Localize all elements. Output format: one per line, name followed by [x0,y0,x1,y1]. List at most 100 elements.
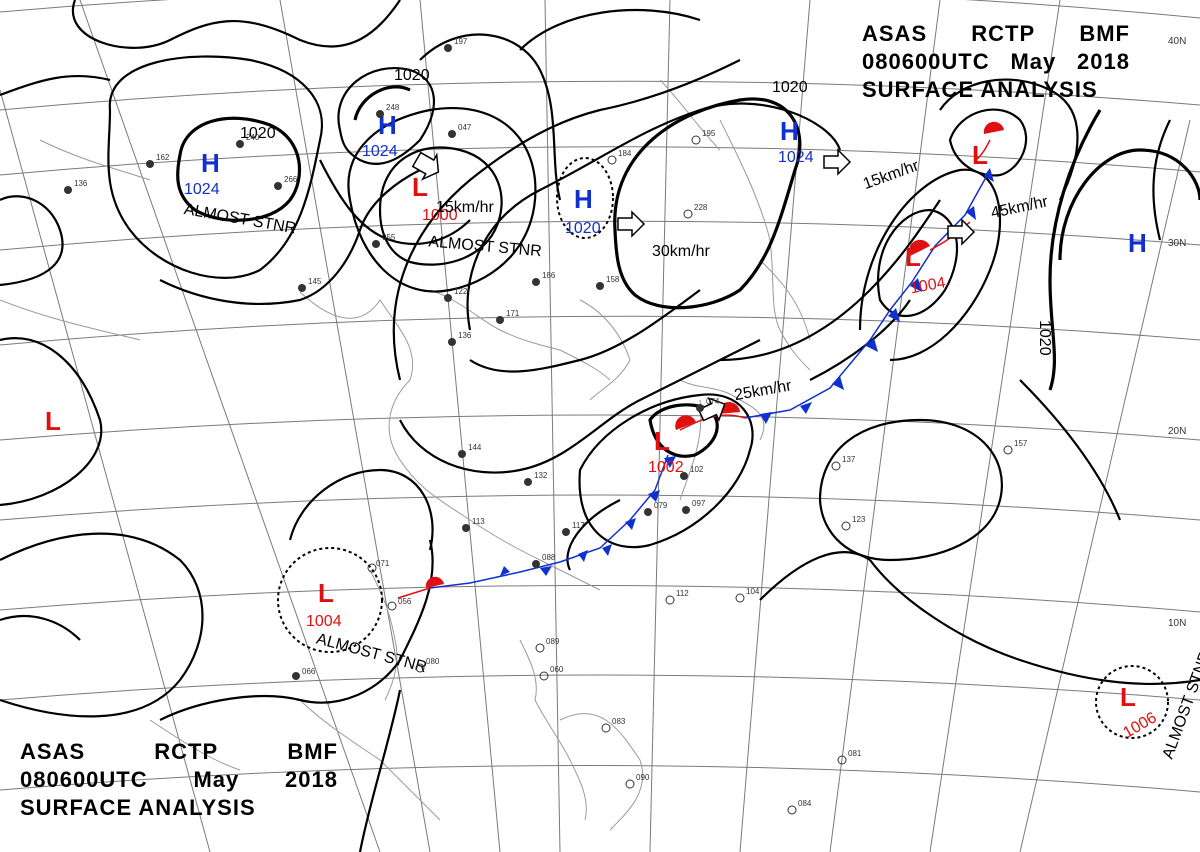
station-value: 097 [692,499,706,508]
station-value: 228 [694,203,708,212]
low-symbol: L [318,578,334,608]
high-symbol: H [378,110,397,140]
header-line-3: SURFACE ANALYSIS [862,76,1130,104]
header-code: BMF [287,739,338,764]
header-month: May [1010,49,1057,74]
motion-arrows [411,148,976,422]
system-pressure: 1024 [362,143,398,160]
header-line-1: ASAS RCTP BMF [862,20,1130,48]
system-pressure: 1004 [306,613,342,630]
station-value: 071 [376,559,390,568]
station-value: 132 [534,471,548,480]
header-title: SURFACE ANALYSIS [20,795,256,820]
station-value: 195 [702,129,716,138]
station-value: 102 [690,465,704,474]
station-value: 090 [636,773,650,782]
station-value: 248 [386,103,400,112]
station-value: 112 [676,589,689,598]
high-symbol: H [1128,228,1147,258]
station-value: 122 [454,287,468,296]
station-value: 089 [546,637,560,646]
station-value: 240 [246,133,260,142]
low-symbol: L [45,406,61,436]
header-line-3: SURFACE ANALYSIS [20,794,338,822]
high-symbol: H [780,116,799,146]
station-value: 162 [156,153,170,162]
lat-label-40n: 40N [1168,36,1186,47]
header-title: SURFACE ANALYSIS [862,77,1098,102]
header-code: BMF [1079,21,1130,46]
station-value: 186 [542,271,556,280]
header-line-2: 080600UTC May 2018 [20,766,338,794]
station-value: 113 [472,517,485,526]
system-pressure: 1024 [184,181,220,198]
station-value: 084 [798,799,812,808]
header-time: 080600UTC [862,49,990,74]
coastlines [0,79,811,831]
station-value: 136 [458,331,472,340]
low-symbol: L [972,140,988,170]
isobar-label: 1020 [240,125,276,142]
station-value: 060 [550,665,564,674]
station-value: 266 [284,175,298,184]
header-bottom: ASAS RCTP BMF 080600UTC May 2018 SURFACE… [20,738,338,822]
station-value: 144 [468,443,482,452]
header-time: 080600UTC [20,767,148,792]
system-pressure: 1004 [909,274,947,297]
station-value: 197 [454,37,468,46]
header-line-2: 080600UTC May 2018 [862,48,1130,76]
header-agency: ASAS [862,21,928,46]
isobar-label: 1020 [1036,320,1053,356]
system-motion: 15km/hr [861,157,922,193]
system-motion: 45km/hr [989,193,1050,222]
station-value: 080 [426,657,440,666]
system-pressure: 1024 [778,149,814,166]
station-value: 117 [572,521,585,530]
system-pressure: 1002 [648,459,684,476]
station-value: 158 [606,275,620,284]
header-month: May [193,767,240,792]
station-value: 123 [852,515,866,524]
header-year: 2018 [1077,49,1130,74]
lat-label-20n: 20N [1168,426,1186,437]
isobar-labels: 1020 1020 1020 1020 [240,67,1053,356]
header-station: RCTP [971,21,1036,46]
system-pressure: 1000 [422,207,458,224]
station-value: 145 [308,277,322,286]
isobar-label: 1020 [394,67,430,84]
station-value: 056 [398,597,412,606]
station-value: 136 [74,179,88,188]
header-line-1: ASAS RCTP BMF [20,738,338,766]
station-value: 137 [842,455,856,464]
station-value: 079 [654,501,668,510]
isobar-label: 1020 [772,79,808,96]
system-motion: 30km/hr [652,243,710,260]
station-value: 171 [506,309,520,318]
station-value: 055 [382,233,396,242]
station-value: 184 [618,149,632,158]
lat-label-30n: 30N [1168,238,1186,249]
system-motion: 15km/hr [436,199,494,216]
header-agency: ASAS [20,739,86,764]
header-year: 2018 [285,767,338,792]
system-pressure: 1020 [565,220,601,237]
system-motion: ALMOST STNR [1160,649,1200,761]
station-observations: 083 089 060 090 084 081 104 112 137 123 … [64,37,1028,815]
dotted-circles [277,157,1169,739]
low-symbol: L [412,172,428,202]
system-motion: 25km/hr [733,377,794,404]
low-symbol: L [654,426,670,456]
cold-front [429,168,994,589]
station-value: 088 [542,553,556,562]
low-symbol: L [1120,682,1136,712]
high-symbol: H [574,184,593,214]
low-symbol: L [905,242,921,272]
header-top: ASAS RCTP BMF 080600UTC May 2018 SURFACE… [862,20,1130,104]
station-value: 083 [612,717,626,726]
latitude-labels: 40N 30N 20N 10N [1168,36,1186,629]
lat-label-10n: 10N [1168,618,1186,629]
station-value: 074 [706,397,720,406]
